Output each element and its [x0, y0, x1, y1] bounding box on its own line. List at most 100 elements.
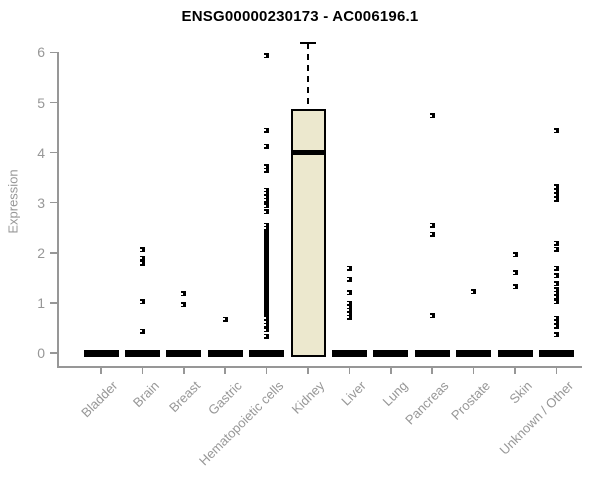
data-point	[553, 188, 559, 194]
data-point	[553, 240, 559, 246]
data-point	[264, 187, 270, 193]
y-tick-label: 0	[37, 345, 45, 361]
data-point	[553, 281, 559, 287]
x-tick-label: Unknown / Other	[496, 378, 577, 458]
data-point	[139, 328, 145, 334]
zero-box	[166, 349, 202, 357]
y-tick-mark	[50, 352, 57, 354]
zero-box	[456, 349, 492, 357]
data-point	[553, 273, 559, 279]
y-tick-label: 2	[37, 244, 45, 261]
x-tick-mark	[514, 366, 516, 374]
y-tick-mark	[50, 252, 57, 254]
x-tick-mark	[431, 366, 433, 374]
data-point	[346, 276, 352, 282]
y-tick-label: 1	[37, 294, 45, 311]
x-tick-mark	[141, 366, 144, 374]
zero-box	[414, 349, 450, 357]
data-point	[429, 113, 435, 119]
y-tick-label: 6	[37, 44, 45, 61]
data-point	[553, 196, 559, 202]
zero-box	[207, 349, 243, 357]
data-point	[553, 299, 559, 305]
x-axis-line	[57, 366, 582, 368]
zero-box	[331, 349, 367, 357]
data-point	[264, 322, 270, 328]
chart-title: ENSG00000230173 - AC006196.1	[181, 8, 419, 25]
data-point	[346, 311, 352, 317]
zero-box	[83, 349, 119, 357]
data-point	[264, 209, 270, 215]
data-point	[264, 197, 270, 203]
data-point	[264, 190, 270, 196]
y-tick-mark	[50, 201, 57, 204]
data-point	[139, 299, 145, 305]
x-tick-mark	[307, 366, 309, 374]
y-tick-mark	[50, 51, 57, 54]
data-point	[553, 128, 559, 134]
data-point	[553, 290, 559, 296]
data-point	[512, 270, 518, 276]
data-point	[264, 143, 270, 149]
data-point	[553, 265, 559, 271]
x-tick-mark	[472, 366, 475, 374]
data-point	[346, 307, 352, 313]
data-point	[553, 323, 559, 329]
data-point	[181, 302, 187, 308]
data-point	[264, 194, 270, 200]
data-point	[553, 287, 559, 293]
x-tick-label: Liver	[338, 378, 370, 409]
data-point	[139, 260, 145, 266]
zero-box	[373, 349, 409, 357]
x-tick-mark	[100, 366, 102, 374]
data-point	[553, 192, 559, 198]
x-tick-label: Prostate	[448, 378, 494, 423]
x-tick-mark	[224, 366, 226, 374]
x-tick-label: Pancreas	[402, 378, 452, 428]
x-tick-label: Bladder	[78, 378, 121, 421]
data-point	[346, 265, 352, 271]
x-tick-mark	[265, 366, 268, 374]
y-tick-mark	[50, 151, 57, 154]
data-point	[346, 304, 352, 310]
data-point	[264, 203, 270, 209]
data-point	[181, 291, 187, 297]
x-tick-mark	[183, 366, 185, 374]
x-tick-label: Kidney	[288, 378, 328, 417]
data-point	[264, 327, 270, 333]
y-tick-mark	[50, 302, 57, 304]
data-point	[264, 167, 270, 173]
y-tick-label: 4	[37, 144, 45, 161]
data-point	[264, 333, 270, 339]
data-point	[471, 289, 477, 295]
data-point	[264, 315, 270, 321]
data-point	[346, 314, 352, 320]
x-tick-label: Breast	[166, 378, 204, 416]
data-point	[264, 127, 270, 133]
data-point	[139, 247, 145, 253]
data-point	[553, 319, 559, 325]
whisker-line	[307, 42, 309, 109]
data-point	[512, 252, 518, 258]
data-point	[222, 316, 228, 322]
data-point	[346, 300, 352, 306]
y-tick-label: 5	[37, 94, 45, 111]
x-tick-mark	[390, 366, 392, 374]
data-point	[264, 225, 270, 231]
median-line	[290, 150, 326, 156]
data-point	[512, 284, 518, 290]
y-tick-label: 3	[37, 194, 45, 211]
x-tick-mark	[555, 366, 558, 374]
data-point	[429, 231, 435, 237]
data-point	[553, 246, 559, 252]
x-tick-label: Brain	[129, 378, 163, 411]
x-tick-label: Lung	[379, 378, 411, 410]
data-point	[553, 184, 559, 190]
zero-box	[249, 349, 285, 357]
data-point	[553, 294, 559, 300]
x-tick-label: Skin	[506, 378, 535, 407]
y-tick-mark	[50, 101, 57, 104]
data-point	[553, 315, 559, 321]
data-point	[264, 319, 270, 325]
